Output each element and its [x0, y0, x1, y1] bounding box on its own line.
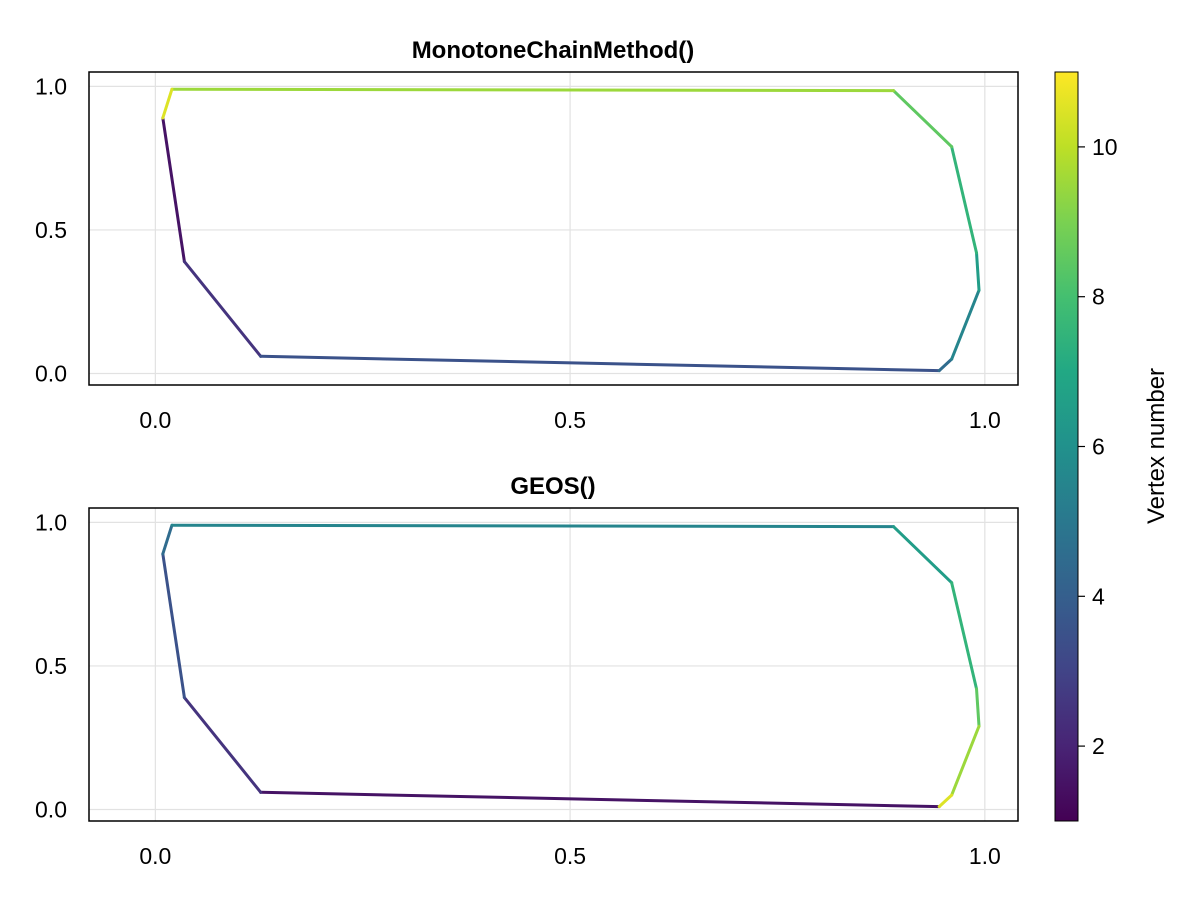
line-segment: [170, 523, 896, 529]
y-tick-label: 1.0: [35, 73, 67, 99]
plot-frame: [88, 71, 1019, 386]
line-segment: [161, 523, 174, 556]
colorbar-tick-label: 6: [1092, 434, 1105, 460]
panel-title: MonotoneChainMethod(): [412, 37, 695, 64]
x-tick-label: 0.0: [139, 843, 171, 869]
x-tick-label: 1.0: [969, 843, 1001, 869]
colorbar-tick-label: 2: [1092, 733, 1105, 759]
panel-title: GEOS(): [510, 473, 595, 500]
line-segment: [950, 288, 981, 361]
x-tick-label: 1.0: [969, 407, 1001, 433]
colorbar-tick-label: 10: [1092, 134, 1118, 160]
y-tick-label: 0.0: [35, 797, 67, 823]
colorbar-ticks: 2 4 6 8 10: [1078, 134, 1118, 759]
line-segment: [182, 696, 263, 794]
line-segment: [950, 145, 979, 255]
x-tick-label: 0.0: [139, 407, 171, 433]
panel-monotone-chain: MonotoneChainMethod() 0.0 0.5 1.0 0.0 0.5 1.…: [35, 37, 1019, 433]
line-segment: [892, 89, 954, 149]
x-axis: 0.0 0.5 1.0: [139, 843, 1000, 869]
series-outline: [161, 87, 981, 373]
line-segment: [161, 116, 186, 264]
plot-frame: [88, 507, 1019, 822]
line-segment: [161, 87, 174, 120]
y-axis: 0.0 0.5 1.0: [35, 73, 67, 386]
line-segment: [950, 581, 979, 691]
line-segment: [161, 552, 186, 700]
line-segment: [170, 87, 896, 93]
colorbar-tick-label: 4: [1092, 583, 1105, 609]
series-outline: [161, 523, 981, 809]
colorbar: 2 4 6 8 10 Vertex number: [1054, 71, 1170, 822]
line-segment: [892, 525, 954, 585]
line-segment: [182, 260, 263, 358]
colorbar-tick-label: 8: [1092, 284, 1105, 310]
line-segment: [950, 724, 981, 797]
line-segment: [975, 251, 981, 292]
panel-geos: GEOS() 0.0 0.5 1.0 0.0 0.5 1.0: [35, 473, 1019, 869]
y-axis: 0.0 0.5 1.0: [35, 509, 67, 822]
grid: [89, 72, 1018, 385]
colorbar-gradient: [1054, 71, 1079, 822]
line-segment: [975, 687, 981, 728]
colorbar-label: Vertex number: [1143, 368, 1170, 524]
x-tick-label: 0.5: [554, 843, 586, 869]
y-tick-label: 1.0: [35, 509, 67, 535]
line-segment: [937, 357, 954, 373]
line-segment: [259, 790, 941, 809]
y-tick-label: 0.0: [35, 361, 67, 387]
x-axis: 0.0 0.5 1.0: [139, 407, 1000, 433]
grid: [89, 508, 1018, 821]
y-tick-label: 0.5: [35, 653, 67, 679]
y-tick-label: 0.5: [35, 217, 67, 243]
x-tick-label: 0.5: [554, 407, 586, 433]
line-segment: [259, 354, 941, 373]
line-segment: [937, 793, 954, 809]
